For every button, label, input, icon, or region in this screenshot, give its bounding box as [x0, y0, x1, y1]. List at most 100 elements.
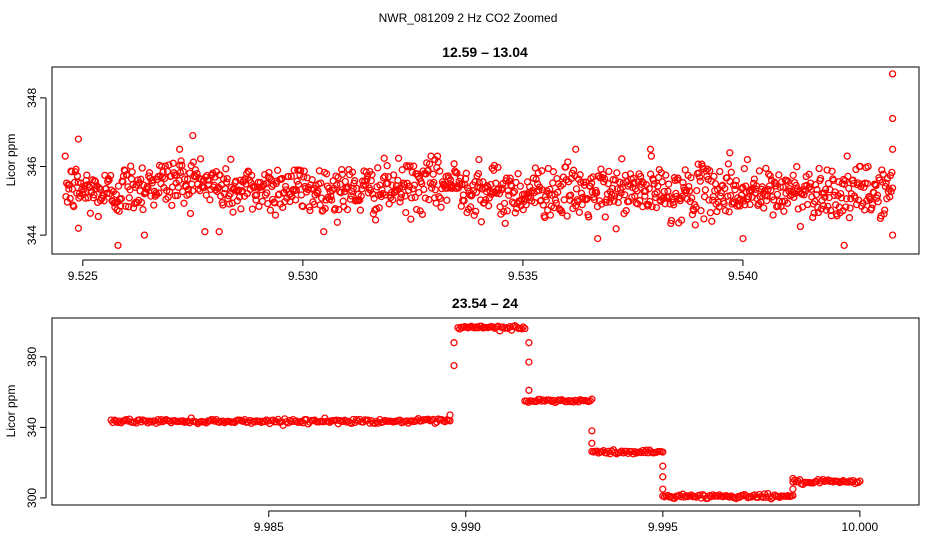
- data-point: [498, 184, 506, 192]
- data-point: [681, 166, 689, 174]
- data-point: [604, 180, 612, 188]
- data-point: [348, 168, 357, 176]
- data-point: [567, 191, 575, 199]
- data-point: [252, 196, 260, 204]
- data-point: [760, 204, 768, 212]
- data-point: [667, 219, 675, 228]
- data-point: [327, 196, 336, 204]
- data-point: [277, 175, 285, 184]
- data-point: [114, 182, 123, 190]
- data-point: [868, 200, 877, 209]
- data-point: [611, 448, 619, 457]
- data-point: [300, 167, 308, 175]
- data-point: [65, 185, 73, 193]
- data-point: [645, 185, 653, 193]
- data-point: [775, 171, 783, 179]
- data-point: [579, 193, 587, 201]
- data-point: [794, 205, 802, 213]
- data-point: [168, 201, 176, 210]
- data-point: [888, 168, 896, 177]
- data-point: [115, 417, 124, 425]
- data-point: [864, 162, 872, 171]
- data-point: [402, 162, 411, 170]
- data-point: [410, 162, 418, 170]
- data-point: [356, 206, 365, 214]
- data-point: [688, 194, 696, 202]
- data-point: [344, 183, 352, 191]
- data-point: [820, 189, 828, 197]
- data-point: [682, 186, 691, 195]
- data-point: [490, 161, 499, 170]
- data-point: [793, 163, 801, 171]
- data-point: [456, 174, 465, 182]
- data-point: [691, 221, 699, 229]
- data-point: [887, 187, 895, 196]
- data-point: [610, 197, 618, 205]
- data-point: [347, 192, 355, 200]
- data-point: [624, 182, 632, 190]
- data-point: [179, 417, 187, 425]
- data-point: [371, 216, 380, 224]
- data-point: [411, 193, 419, 201]
- data-point: [708, 217, 716, 225]
- data-point: [142, 417, 150, 425]
- data-point: [337, 189, 345, 197]
- data-point: [888, 231, 897, 239]
- data-point: [205, 417, 214, 425]
- data-point: [522, 201, 530, 209]
- data-point: [177, 157, 185, 165]
- data-point: [496, 203, 504, 211]
- data-point: [880, 210, 888, 218]
- data-point: [454, 324, 462, 332]
- data-point: [393, 186, 401, 194]
- data-point: [475, 178, 483, 187]
- data-point: [612, 225, 620, 233]
- data-point: [605, 198, 614, 206]
- data-point: [239, 417, 247, 425]
- data-point: [183, 175, 192, 183]
- data-point: [244, 418, 252, 426]
- data-point: [577, 189, 586, 198]
- data-point: [475, 155, 483, 164]
- data-point: [874, 198, 882, 206]
- data-point: [185, 419, 194, 427]
- data-point: [169, 159, 177, 167]
- data-point: [823, 166, 831, 174]
- data-point: [427, 152, 435, 160]
- data-point: [762, 197, 771, 205]
- data-point: [700, 193, 709, 201]
- data-point: [746, 200, 754, 209]
- data-point: [128, 168, 136, 176]
- data-point: [375, 204, 383, 212]
- data-point: [202, 191, 210, 199]
- data-point: [654, 182, 662, 190]
- data-point: [333, 218, 342, 226]
- data-point: [412, 205, 421, 214]
- data-point: [664, 180, 673, 188]
- data-point: [317, 179, 325, 187]
- data-point: [506, 174, 514, 182]
- data-point: [429, 170, 437, 178]
- data-point: [428, 180, 437, 188]
- data-point: [72, 165, 80, 173]
- data-point: [394, 154, 403, 162]
- data-point: [233, 197, 241, 205]
- data-point: [196, 155, 205, 163]
- data-point: [366, 186, 375, 194]
- data-point: [331, 204, 339, 213]
- data-point: [487, 180, 495, 189]
- data-point: [731, 181, 740, 190]
- data-point: [405, 186, 413, 195]
- data-point: [74, 135, 83, 143]
- data-point: [397, 190, 406, 199]
- data-point: [810, 209, 818, 217]
- data-point: [237, 205, 245, 213]
- data-point: [740, 164, 748, 173]
- data-point: [846, 204, 854, 212]
- data-point: [534, 169, 542, 177]
- data-point: [138, 164, 146, 172]
- data-point: [542, 196, 550, 204]
- data-point: [472, 207, 480, 216]
- data-point: [709, 193, 717, 201]
- data-point: [450, 361, 458, 370]
